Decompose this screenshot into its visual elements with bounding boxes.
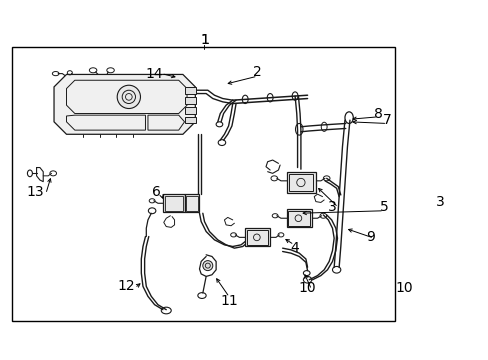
Text: 3: 3 (435, 195, 444, 210)
Text: 4: 4 (289, 241, 298, 255)
Bar (184, 97, 196, 104)
Bar (164, 196, 183, 211)
Text: 14: 14 (144, 67, 162, 81)
Bar (246, 230, 268, 245)
Bar (286, 209, 311, 228)
Text: 7: 7 (382, 113, 391, 127)
Circle shape (117, 85, 140, 108)
Bar (286, 172, 315, 193)
Bar (184, 117, 196, 123)
Bar (184, 107, 196, 113)
Circle shape (203, 261, 212, 271)
Bar (184, 194, 199, 212)
Text: 9: 9 (487, 230, 488, 243)
Text: 1: 1 (200, 33, 208, 48)
Text: 9: 9 (366, 230, 374, 243)
Text: 6: 6 (152, 185, 161, 199)
Bar (289, 174, 313, 191)
Polygon shape (54, 75, 195, 134)
Text: 5: 5 (379, 201, 387, 215)
Text: 12: 12 (117, 279, 135, 293)
Text: 3: 3 (327, 201, 336, 215)
Text: 13: 13 (26, 185, 43, 199)
Bar (186, 196, 198, 211)
Bar (244, 228, 269, 247)
Bar (163, 194, 184, 212)
Text: 10: 10 (298, 281, 316, 295)
Text: 11: 11 (220, 293, 238, 307)
Bar (288, 211, 309, 226)
Text: 10: 10 (394, 281, 412, 295)
Text: 1: 1 (200, 32, 208, 46)
Bar (184, 87, 196, 94)
Text: 8: 8 (373, 107, 382, 121)
Text: 2: 2 (253, 65, 262, 79)
